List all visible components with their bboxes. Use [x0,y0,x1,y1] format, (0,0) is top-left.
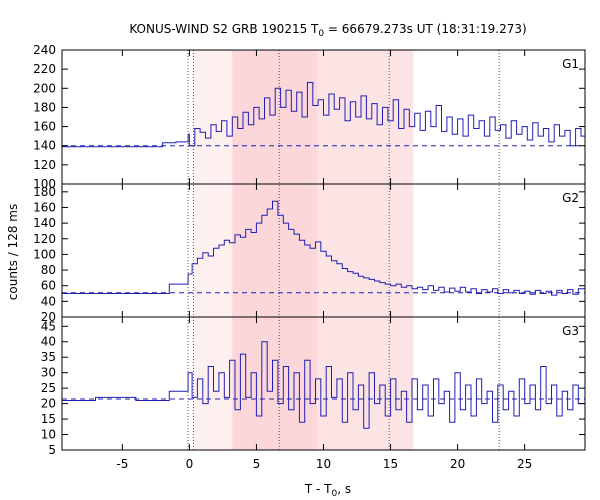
panel-label-g2: G2 [562,191,579,205]
y-tick-label-g1: 100 [33,177,56,191]
y-tick-label-g2: 160 [33,200,56,214]
panel-label-g1: G1 [562,57,579,71]
y-tick-label-g2: 100 [33,247,56,261]
x-tick-label: 20 [450,457,465,471]
x-tick-label: -5 [116,457,128,471]
y-tick-label-g3: 10 [41,428,56,442]
x-tick-label: 25 [517,457,532,471]
y-tick-label-g1: 240 [33,43,56,57]
y-tick-label-g2: 120 [33,232,56,246]
light-curve-g1 [62,82,586,148]
y-tick-label-g2: 80 [41,263,56,277]
y-tick-label-g2: 40 [41,294,56,308]
y-tick-label-g3: 5 [48,443,56,457]
shaded-regions-layer [193,50,414,450]
x-tick-label: 0 [186,457,194,471]
light-curve-g2 [62,200,586,296]
y-tick-label-g3: 30 [41,366,56,380]
x-tick-label: 15 [383,457,398,471]
y-tick-label-g1: 120 [33,158,56,172]
x-axis-title: T - T0, s [304,482,351,499]
panel-label-g3: G3 [562,324,579,338]
y-tick-label-g1: 140 [33,139,56,153]
y-tick-label-g2: 140 [33,216,56,230]
y-tick-label-g2: 180 [33,185,56,199]
y-tick-label-g3: 20 [41,397,56,411]
y-tick-label-g3: 40 [41,335,56,349]
y-tick-label-g1: 200 [33,81,56,95]
y-axis-title: counts / 128 ms [6,204,20,300]
shaded-region-3 [232,50,317,450]
y-tick-label-g2: 20 [41,310,56,324]
y-tick-label-g1: 220 [33,62,56,76]
y-tick-label-g1: 160 [33,120,56,134]
y-tick-label-g3: 45 [41,319,56,333]
axes-layer [61,49,586,451]
y-tick-label-g1: 180 [33,100,56,114]
y-tick-label-g2: 60 [41,279,56,293]
x-tick-label: 10 [316,457,331,471]
labels-layer: 100120140160180200220240G120406080100120… [33,43,579,471]
light-curve-g3 [62,341,586,429]
chart-title: KONUS-WIND S2 GRB 190215 T0 = 66679.273s… [129,22,526,39]
y-tick-label-g3: 35 [41,350,56,364]
y-tick-label-g3: 25 [41,381,56,395]
x-tick-label: 5 [253,457,261,471]
data-series-layer [62,82,586,429]
y-tick-label-g3: 15 [41,412,56,426]
